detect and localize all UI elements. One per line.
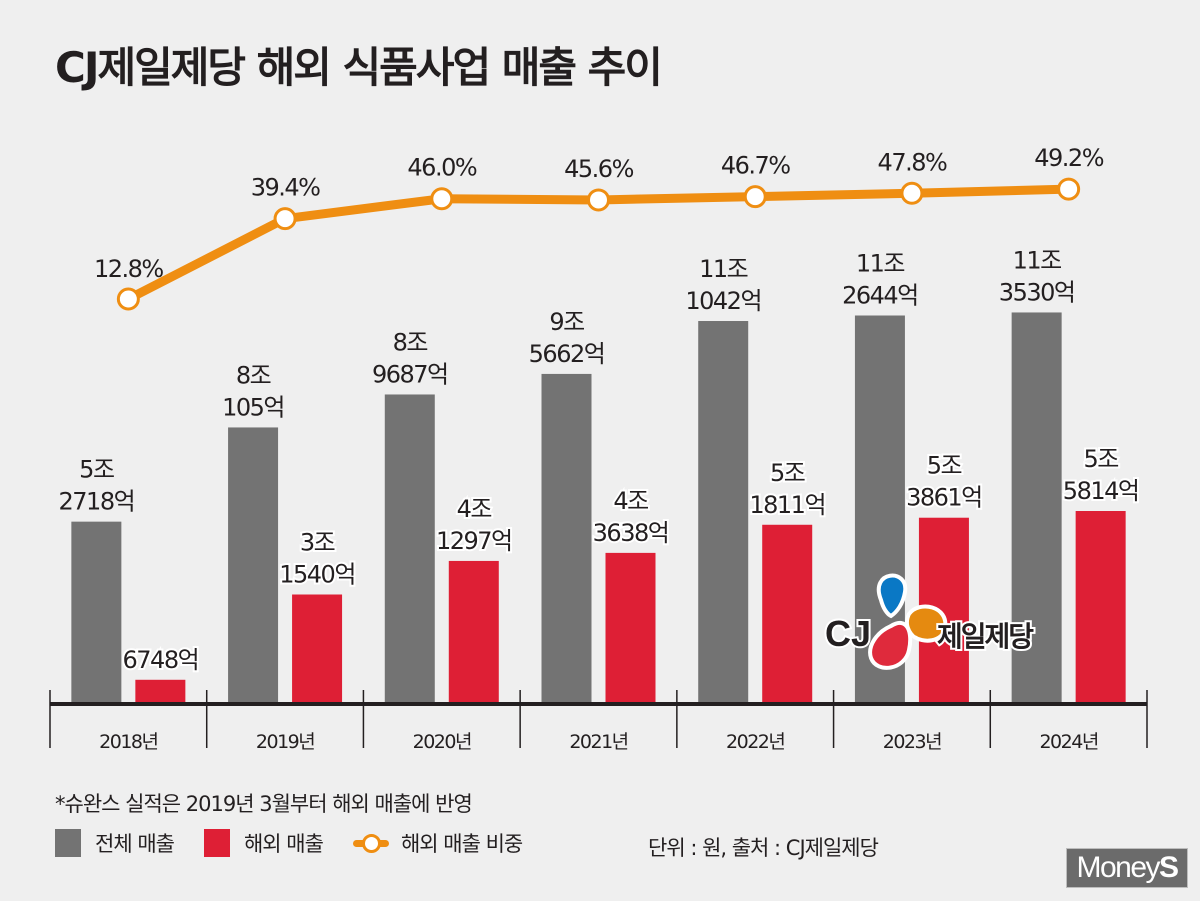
share-point bbox=[1057, 177, 1081, 201]
share-label: 47.8% bbox=[878, 148, 947, 176]
label-overseas: 1811억 bbox=[749, 491, 825, 519]
label-total: 8조 bbox=[393, 328, 428, 356]
bars-layer bbox=[71, 312, 1126, 703]
legend: 전체 매출 해외 매출 해외 매출 비중 bbox=[55, 828, 552, 858]
label-overseas: 3638억 bbox=[593, 519, 669, 547]
legend-item-total: 전체 매출 bbox=[55, 828, 175, 858]
label-total: 9687억 bbox=[372, 360, 448, 388]
label-overseas: 1297억 bbox=[436, 527, 512, 555]
bar-overseas-2024년 bbox=[1075, 510, 1126, 703]
x-tick-label: 2018년 bbox=[99, 731, 157, 753]
share-label: 39.4% bbox=[251, 174, 320, 202]
x-tick-label: 2020년 bbox=[413, 731, 471, 753]
label-overseas: 5814억 bbox=[1063, 477, 1139, 505]
bar-total-2024년 bbox=[1011, 312, 1062, 703]
label-overseas: 5조 bbox=[1083, 445, 1118, 473]
cj-logo-blue-petal bbox=[876, 573, 908, 619]
x-tick-label: 2022년 bbox=[726, 731, 784, 753]
bar-total-2021년 bbox=[541, 373, 592, 703]
cj-logo-name: 제일제당 bbox=[937, 620, 1034, 653]
cj-logo: CJ 제일제당 bbox=[823, 570, 1063, 684]
label-total: 5조 bbox=[79, 456, 114, 484]
x-axis: 2018년 2019년 2020년 2021년 2022년 2023년 2024년 bbox=[49, 690, 1148, 753]
bar-overseas-2019년 bbox=[292, 594, 343, 703]
share-label: 45.6% bbox=[564, 155, 633, 183]
label-overseas: 5조 bbox=[770, 459, 805, 487]
source-note: 단위 : 원, 출처 : CJ제일제당 bbox=[648, 836, 879, 860]
bar-total-2019년 bbox=[228, 427, 279, 703]
bar-overseas-2018년 bbox=[135, 679, 186, 703]
label-total: 2644억 bbox=[842, 282, 918, 310]
watermark-accent: S bbox=[1159, 851, 1179, 884]
label-overseas: 5조 bbox=[927, 452, 962, 480]
share-point bbox=[273, 207, 297, 231]
legend-label-total: 전체 매출 bbox=[95, 832, 175, 856]
x-tick-label: 2024년 bbox=[1039, 731, 1097, 753]
cj-logo-brand: CJ bbox=[825, 613, 871, 654]
share-label: 46.7% bbox=[721, 152, 790, 180]
label-total: 11조 bbox=[1013, 246, 1062, 274]
x-tick-label: 2021년 bbox=[569, 731, 627, 753]
label-overseas: 6748억 bbox=[123, 646, 199, 674]
label-overseas: 1540억 bbox=[279, 561, 355, 589]
bar-overseas-2020년 bbox=[448, 560, 499, 703]
x-tick-label: 2023년 bbox=[883, 731, 941, 753]
share-label: 49.2% bbox=[1034, 144, 1103, 172]
legend-swatch-total bbox=[55, 829, 81, 857]
watermark-main: Money bbox=[1076, 851, 1160, 884]
legend-label-share: 해외 매출 비중 bbox=[400, 832, 523, 856]
share-point bbox=[430, 187, 454, 211]
chart-title: CJ제일제당 해외 식품사업 매출 추이 bbox=[55, 43, 663, 92]
label-total: 2718억 bbox=[59, 488, 135, 516]
share-line-layer bbox=[116, 177, 1081, 311]
share-point bbox=[116, 287, 140, 311]
footnote: *슈완스 실적은 2019년 3월부터 해외 매출에 반영 bbox=[55, 792, 473, 816]
label-total: 11조 bbox=[699, 255, 748, 283]
data-labels-layer: 5조 2718억 6748억 8조 105억 3조 1540억 8조 9687억 4조 1297억 9… bbox=[59, 144, 1142, 676]
legend-swatch-share bbox=[352, 829, 389, 857]
label-total: 8조 bbox=[236, 361, 271, 389]
moneys-watermark: MoneyS bbox=[1066, 848, 1188, 888]
label-total: 3530억 bbox=[999, 278, 1075, 306]
bar-overseas-2021년 bbox=[605, 552, 656, 703]
share-label: 46.0% bbox=[407, 154, 476, 182]
legend-label-overseas: 해외 매출 bbox=[243, 832, 324, 856]
label-overseas: 4조 bbox=[613, 487, 648, 515]
label-overseas: 3861억 bbox=[906, 484, 982, 512]
label-total: 5662억 bbox=[529, 340, 605, 368]
label-total: 105억 bbox=[222, 393, 284, 421]
bar-total-2020년 bbox=[384, 394, 435, 703]
legend-swatch-overseas bbox=[203, 829, 230, 857]
cj-logo-red-petal bbox=[868, 621, 913, 670]
legend-item-overseas: 해외 매출 bbox=[203, 828, 324, 858]
label-overseas: 4조 bbox=[457, 495, 492, 523]
bar-total-2018년 bbox=[71, 521, 122, 703]
bar-total-2022년 bbox=[698, 321, 749, 703]
x-tick-label: 2019년 bbox=[256, 731, 314, 753]
share-label: 12.8% bbox=[94, 255, 163, 283]
share-point bbox=[587, 188, 610, 212]
share-point bbox=[900, 181, 924, 205]
share-point bbox=[743, 185, 767, 209]
label-total: 9조 bbox=[549, 308, 584, 336]
label-total: 1042억 bbox=[685, 287, 761, 315]
legend-item-share: 해외 매출 비중 bbox=[352, 828, 523, 858]
label-overseas: 3조 bbox=[300, 529, 335, 557]
label-total: 11조 bbox=[856, 250, 905, 278]
bar-overseas-2022년 bbox=[762, 524, 813, 703]
